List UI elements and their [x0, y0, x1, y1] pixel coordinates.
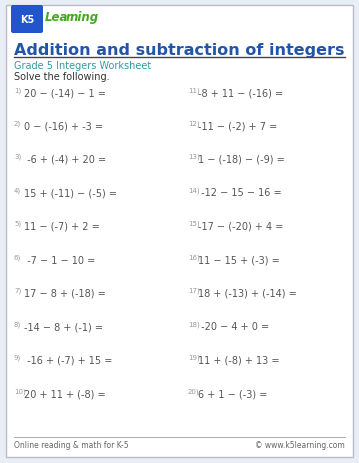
Text: 2): 2): [14, 120, 21, 127]
Text: 16): 16): [188, 254, 200, 260]
Text: 3): 3): [14, 154, 21, 160]
Text: 14): 14): [188, 187, 200, 194]
Text: 0 − (-16) + -3 =: 0 − (-16) + -3 =: [24, 121, 103, 131]
Text: 4): 4): [14, 187, 21, 194]
Text: -20 − 4 + 0 =: -20 − 4 + 0 =: [198, 322, 269, 332]
Text: -12 − 15 − 16 =: -12 − 15 − 16 =: [198, 188, 281, 198]
Text: r: r: [66, 11, 72, 24]
Text: 18 + (-13) + (-14) =: 18 + (-13) + (-14) =: [198, 288, 297, 298]
Text: 18): 18): [188, 321, 200, 327]
Text: 20 − (-14) − 1 =: 20 − (-14) − 1 =: [24, 88, 106, 98]
FancyBboxPatch shape: [11, 6, 43, 34]
Text: -8 + 11 − (-16) =: -8 + 11 − (-16) =: [198, 88, 283, 98]
Text: 8): 8): [14, 321, 21, 327]
Text: 11 − (-7) + 2 =: 11 − (-7) + 2 =: [24, 221, 100, 232]
Text: Addition and subtraction of integers: Addition and subtraction of integers: [14, 43, 345, 58]
Text: -16 + (-7) + 15 =: -16 + (-7) + 15 =: [24, 355, 112, 365]
Text: 20): 20): [188, 388, 200, 394]
Text: 12): 12): [188, 120, 200, 127]
Text: 6 + 1 − (-3) =: 6 + 1 − (-3) =: [198, 388, 267, 399]
Text: 1 − (-18) − (-9) =: 1 − (-18) − (-9) =: [198, 155, 285, 165]
FancyBboxPatch shape: [6, 6, 353, 457]
Text: -14 − 8 + (-1) =: -14 − 8 + (-1) =: [24, 322, 103, 332]
Text: K5: K5: [20, 15, 34, 25]
Text: © www.k5learning.com: © www.k5learning.com: [255, 440, 345, 449]
Text: 11): 11): [188, 87, 200, 94]
Text: 15): 15): [188, 220, 200, 227]
Text: -7 − 1 − 10 =: -7 − 1 − 10 =: [24, 255, 95, 265]
Text: 17 − 8 + (-18) =: 17 − 8 + (-18) =: [24, 288, 106, 298]
Text: 10): 10): [14, 388, 26, 394]
Text: 1): 1): [14, 87, 21, 94]
Text: -17 − (-20) + 4 =: -17 − (-20) + 4 =: [198, 221, 283, 232]
Text: 13): 13): [188, 154, 200, 160]
Text: Lea: Lea: [45, 11, 68, 24]
Text: 9): 9): [14, 354, 21, 361]
Text: 11 + (-8) + 13 =: 11 + (-8) + 13 =: [198, 355, 280, 365]
Text: 20 + 11 + (-8) =: 20 + 11 + (-8) =: [24, 388, 106, 399]
Text: 11 − 15 + (-3) =: 11 − 15 + (-3) =: [198, 255, 280, 265]
Text: Grade 5 Integers Worksheet: Grade 5 Integers Worksheet: [14, 61, 151, 71]
Text: -11 − (-2) + 7 =: -11 − (-2) + 7 =: [198, 121, 277, 131]
Text: -6 + (-4) + 20 =: -6 + (-4) + 20 =: [24, 155, 106, 165]
Text: 5): 5): [14, 220, 21, 227]
Text: 7): 7): [14, 288, 21, 294]
Text: 15 + (-11) − (-5) =: 15 + (-11) − (-5) =: [24, 188, 117, 198]
Text: ning: ning: [70, 11, 99, 24]
Text: Online reading & math for K-5: Online reading & math for K-5: [14, 440, 129, 449]
Text: 17): 17): [188, 288, 200, 294]
Text: Solve the following.: Solve the following.: [14, 72, 109, 82]
Text: 6): 6): [14, 254, 21, 260]
Text: 19): 19): [188, 354, 200, 361]
